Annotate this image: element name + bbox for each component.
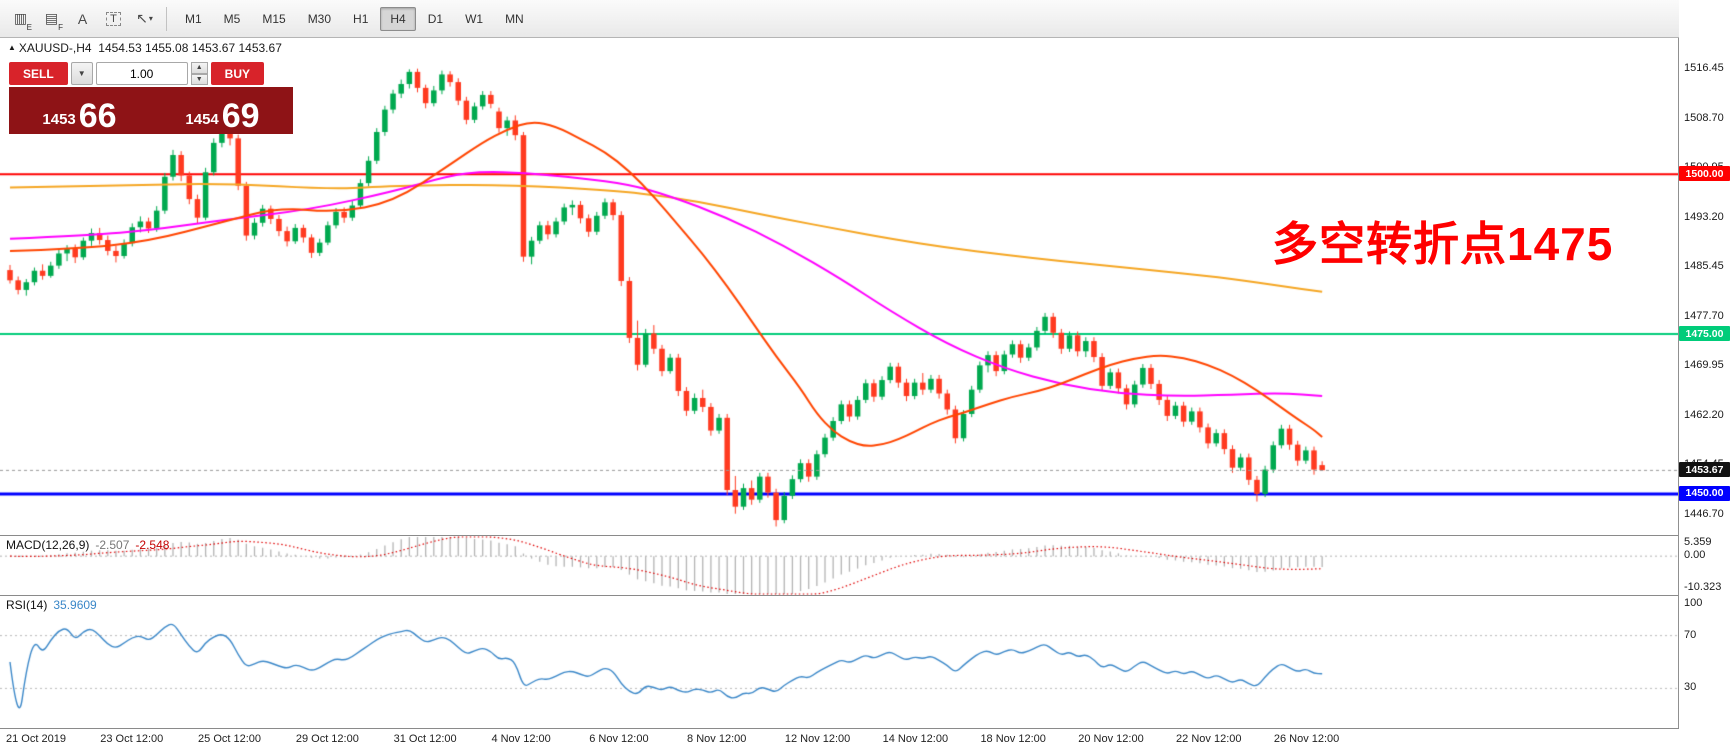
timeframe-button-mn[interactable]: MN: [505, 11, 524, 26]
timeframe-button-h1[interactable]: H1: [353, 11, 369, 26]
timeframe-button-m1[interactable]: M1: [185, 11, 202, 26]
price-axis-label: 1493.20: [1684, 210, 1724, 223]
time-axis-label: 20 Nov 12:00: [1078, 733, 1144, 745]
text-label-icon[interactable]: A: [77, 10, 88, 27]
toolbar-icon-group: ▥ E ▤ F A T ↖ ▾: [6, 5, 159, 33]
lot-stepper: ▲ ▼: [190, 62, 208, 85]
timeframe-button-h4[interactable]: H4: [380, 6, 416, 31]
bid-price-major: 1453: [42, 111, 76, 128]
rsi-axis-label: 100: [1684, 597, 1703, 609]
price-axis-label: 1485.45: [1684, 260, 1724, 273]
time-axis-label: 29 Oct 12:00: [295, 733, 359, 745]
price-chart-panel: ▲ XAUUSD-,H4 1454.53 1455.08 1453.67 1453…: [0, 38, 1678, 535]
time-axis-label: 25 Oct 12:00: [198, 733, 262, 745]
rsi-axis-label: 70: [1684, 628, 1697, 641]
macd-signal-value: -2.548: [135, 538, 170, 552]
rsi-axis-label: 30: [1684, 681, 1697, 694]
one-click-trade-panel: SELL ▼ ▲ ▼ BUY 1453 66 1454 69: [9, 62, 293, 134]
lot-increase-button[interactable]: ▲: [190, 62, 208, 74]
macd-axis-label: 0.00: [1684, 549, 1706, 562]
hline-price-badge: 1450.00: [1679, 485, 1730, 501]
time-axis-label: 31 Oct 12:00: [393, 733, 457, 745]
bid-price: 1453 66: [9, 87, 150, 134]
macd-axis-label: -10.323: [1684, 581, 1722, 593]
panel-separator[interactable]: [0, 595, 1731, 596]
timeframe-button-m15[interactable]: M15: [262, 11, 286, 26]
time-axis-label: 12 Nov 12:00: [784, 733, 851, 745]
timeframe-button-w1[interactable]: W1: [465, 11, 484, 26]
macd-title: MACD(12,26,9): [6, 538, 90, 552]
indicators-icon[interactable]: ▤ F: [44, 10, 63, 32]
ask-price: 1454 69: [152, 87, 293, 134]
time-axis-label: 21 Oct 2019: [6, 733, 66, 745]
time-axis-label: 6 Nov 12:00: [589, 733, 649, 745]
price-axis-label: 1477.70: [1684, 309, 1724, 322]
ohlc-header: ▲ XAUUSD-,H4 1454.53 1455.08 1453.67 1453…: [8, 41, 282, 55]
lot-size-input[interactable]: [95, 62, 188, 85]
draw-tool-icon[interactable]: ↖ ▾: [136, 10, 153, 26]
bid-price-pips: 66: [78, 97, 117, 136]
current-price-badge: 1453.67: [1679, 462, 1730, 478]
macd-main-value: -2.507: [95, 538, 130, 552]
macd-label: MACD(12,26,9) -2.507 -2.548: [6, 538, 169, 552]
rsi-label: RSI(14) 35.9609: [6, 598, 97, 612]
panel-separator[interactable]: [0, 535, 1731, 536]
timeframe-button-d1[interactable]: D1: [427, 11, 444, 26]
price-axis-label: 1469.95: [1684, 359, 1724, 372]
toolbar: ▥ E ▤ F A T ↖ ▾ M1 M5 M15 M30 H1 H4 D1 W1 MN: [0, 0, 1731, 38]
macd-axis-label: 5.359: [1684, 536, 1712, 548]
hline-price-badge: 1500.00: [1679, 166, 1730, 182]
time-axis-label: 22 Nov 12:00: [1176, 733, 1242, 745]
rsi-chart[interactable]: [0, 596, 1678, 728]
timeframe-button-m5[interactable]: M5: [223, 11, 241, 26]
symbol-label: XAUUSD-,H4: [18, 41, 92, 55]
rsi-title: RSI(14): [6, 598, 48, 612]
text-box-icon[interactable]: T: [99, 5, 128, 33]
ask-price-pips: 69: [221, 97, 260, 136]
time-axis-label: 23 Oct 12:00: [100, 733, 164, 745]
hline-price-badge: 1475.00: [1679, 326, 1730, 342]
sell-button[interactable]: SELL: [9, 62, 68, 85]
macd-chart[interactable]: [0, 536, 1678, 595]
price-axis-label: 1508.70: [1684, 111, 1724, 124]
timeframe-button-group: M1 M5 M15 M30 H1 H4 D1 W1 MN: [174, 6, 535, 31]
low-value: 1453.67: [191, 41, 236, 55]
rsi-value: 35.9609: [53, 598, 97, 612]
time-axis[interactable]: 21 Oct 2019 23 Oct 12:00 25 Oct 12:00 29 Oc…: [0, 729, 1731, 751]
chart-annotation-text: 多空转折点1475: [1272, 218, 1614, 270]
price-axis-label: 1516.45: [1684, 62, 1724, 74]
buy-button[interactable]: BUY: [210, 62, 265, 85]
symbol-marker-icon: ▲: [8, 43, 16, 52]
toolbar-separator: [166, 6, 167, 31]
price-axis-separator: [1678, 38, 1679, 728]
close-value: 1453.67: [238, 41, 282, 55]
lot-decrease-button[interactable]: ▼: [190, 73, 208, 85]
timeframe-button-m30[interactable]: M30: [307, 11, 332, 26]
time-axis-label: 26 Nov 12:00: [1273, 733, 1340, 745]
price-axis-label: 1462.20: [1684, 408, 1724, 421]
price-axis[interactable]: 1516.451508.701500.951493.201485.451477.…: [1679, 0, 1731, 751]
time-axis-label: 4 Nov 12:00: [491, 733, 551, 745]
time-axis-label: 18 Nov 12:00: [980, 733, 1046, 745]
bid-ask-display: 1453 66 1454 69: [9, 87, 293, 134]
rsi-indicator-panel: RSI(14) 35.9609: [0, 596, 1678, 728]
lot-dropdown-button[interactable]: ▼: [70, 62, 93, 85]
candle-chart-icon[interactable]: ▥ E: [13, 10, 32, 32]
price-axis-label: 1446.70: [1684, 507, 1724, 520]
macd-indicator-panel: MACD(12,26,9) -2.507 -2.548: [0, 536, 1678, 595]
time-axis-label: 14 Nov 12:00: [882, 733, 949, 745]
time-axis-label: 8 Nov 12:00: [687, 733, 747, 745]
panel-separator: [0, 728, 1731, 729]
high-value: 1455.08: [145, 41, 189, 55]
ask-price-major: 1454: [185, 111, 219, 128]
open-value: 1454.53: [98, 41, 142, 55]
